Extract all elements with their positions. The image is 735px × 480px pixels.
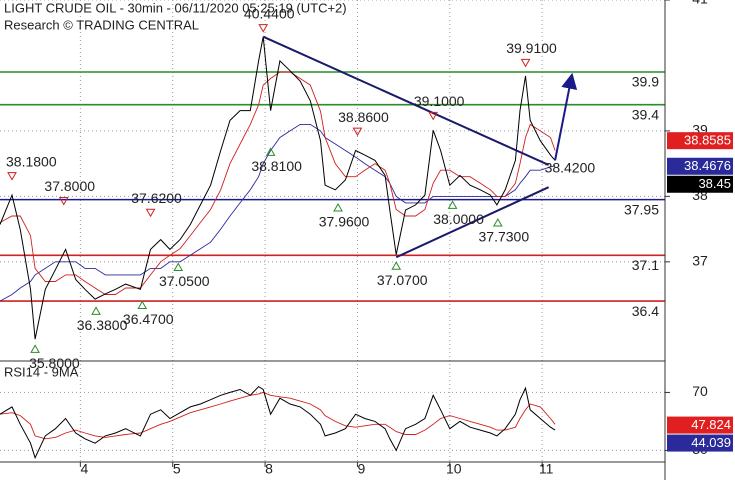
x-tick-label: 9 — [358, 461, 366, 477]
high-label: 39.9100 — [506, 40, 557, 56]
low-marker — [265, 147, 276, 156]
x-tick-label: 10 — [446, 461, 462, 477]
low-label: 37.7300 — [479, 229, 530, 245]
low-marker — [173, 262, 184, 272]
high-marker — [258, 24, 269, 33]
low-marker — [91, 306, 101, 315]
level-label: 39.9 — [632, 74, 659, 90]
high-label: 39.1000 — [414, 93, 465, 109]
level-label: 37.1 — [632, 257, 659, 273]
chart-title: LIGHT CRUDE OIL - 30min - 06/11/2020 05:… — [4, 0, 347, 15]
low-label: 36.4700 — [123, 311, 174, 327]
low-label: 35.8000 — [29, 355, 80, 371]
low-label: 37.0700 — [377, 272, 428, 288]
chart-subtitle: Research © TRADING CENTRAL — [4, 17, 199, 32]
high-marker — [428, 111, 439, 121]
high-marker — [7, 172, 17, 181]
y-tick-label: 70 — [692, 383, 708, 399]
low-label: 37.9600 — [319, 214, 370, 230]
price-tag — [667, 434, 733, 452]
x-tick-label: 11 — [539, 461, 554, 477]
price-tag-label: 38.45 — [698, 176, 731, 191]
x-tick-label: 5 — [173, 461, 181, 477]
price-label: 38.4200 — [545, 160, 596, 176]
price-tag-label: 47.824 — [691, 417, 731, 432]
series-line — [0, 391, 556, 440]
high-marker — [352, 127, 363, 137]
level-label: 36.4 — [632, 303, 659, 319]
low-marker — [30, 344, 40, 353]
forecast-arrow — [554, 72, 578, 161]
price-tag — [667, 175, 733, 193]
low-label: 38.8100 — [251, 158, 302, 174]
low-marker — [137, 300, 148, 310]
series-line — [0, 36, 556, 340]
level-label: 39.4 — [632, 106, 659, 122]
low-label: 36.3800 — [77, 317, 128, 333]
trendline — [262, 35, 550, 166]
price-tag-label: 44.039 — [691, 435, 731, 450]
x-tick-label: 4 — [80, 461, 88, 477]
high-label: 40.4400 — [244, 5, 295, 21]
level-label: 37.95 — [624, 201, 659, 217]
low-label: 37.0500 — [159, 273, 210, 289]
panel-title: RSI14 - 9MA — [4, 364, 79, 379]
price-tag — [667, 157, 733, 175]
low-marker — [447, 200, 458, 209]
axis-panel — [665, 0, 735, 480]
high-label: 37.8000 — [44, 178, 95, 194]
y-tick-label: 41 — [692, 0, 708, 7]
high-label: 38.1800 — [6, 153, 57, 169]
high-marker — [58, 196, 69, 206]
high-marker — [145, 208, 156, 218]
x-tick-label: 8 — [265, 461, 273, 477]
price-tag-label: 38.4676 — [684, 158, 731, 173]
low-marker — [391, 261, 402, 270]
y-tick-label: 37 — [692, 253, 708, 269]
price-tag — [667, 132, 733, 150]
series-line — [0, 385, 556, 460]
low-marker — [492, 218, 503, 227]
plot-area: 39.9 39.4 37.95 37.1 36.4 40.4400 39.9100 39.10… — [0, 0, 665, 462]
high-marker — [520, 58, 531, 68]
series-line — [0, 123, 556, 302]
low-label: 38.0000 — [433, 211, 484, 227]
price-tag — [667, 416, 733, 434]
trendline — [395, 186, 550, 259]
overlay: 4589101137383941307038.858538.467638.454… — [79, 0, 733, 477]
high-label: 37.6200 — [131, 190, 182, 206]
low-marker — [333, 202, 343, 212]
high-label: 38.8600 — [338, 109, 389, 125]
price-tag-label: 38.8585 — [684, 133, 731, 148]
